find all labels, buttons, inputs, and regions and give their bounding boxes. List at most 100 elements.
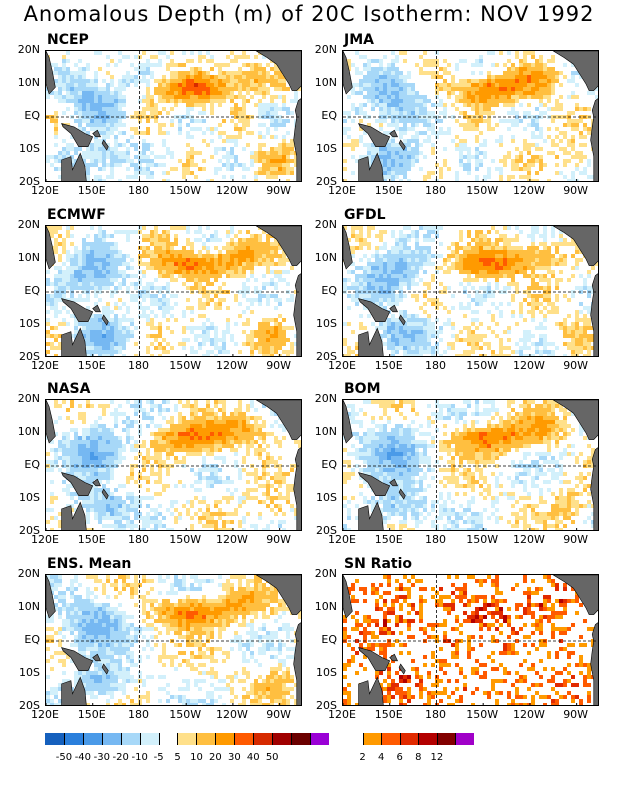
field-cell bbox=[391, 262, 395, 266]
field-cell bbox=[387, 346, 391, 350]
field-cell bbox=[102, 147, 106, 151]
field-cell bbox=[178, 71, 182, 75]
field-cell bbox=[218, 103, 222, 107]
field-cell bbox=[258, 143, 262, 147]
field-cell bbox=[250, 416, 254, 420]
field-cell bbox=[86, 294, 90, 298]
field-cell bbox=[419, 326, 423, 330]
field-cell bbox=[58, 334, 62, 338]
field-cell bbox=[166, 246, 170, 250]
field-cell bbox=[467, 87, 471, 91]
field-cell bbox=[555, 242, 559, 246]
field-cell bbox=[134, 274, 138, 278]
field-cell bbox=[218, 408, 222, 412]
field-cell bbox=[431, 123, 435, 127]
field-cell bbox=[371, 262, 375, 266]
field-cell bbox=[539, 103, 543, 107]
field-cell bbox=[531, 302, 535, 306]
field-cell bbox=[387, 258, 391, 262]
field-cell bbox=[471, 334, 475, 338]
field-cell bbox=[82, 322, 86, 326]
field-cell bbox=[435, 350, 439, 354]
field-cell bbox=[58, 254, 62, 258]
field-cell bbox=[234, 250, 238, 254]
field-cell bbox=[455, 354, 459, 356]
field-cell bbox=[559, 238, 563, 242]
field-cell bbox=[475, 111, 479, 115]
field-cell bbox=[463, 123, 467, 127]
field-cell bbox=[375, 274, 379, 278]
field-cell bbox=[399, 135, 403, 139]
field-cell bbox=[138, 306, 142, 310]
field-cell bbox=[415, 270, 419, 274]
field-cell bbox=[258, 322, 262, 326]
field-cell bbox=[262, 151, 266, 155]
field-cell bbox=[387, 322, 391, 326]
field-cell bbox=[58, 416, 62, 420]
field-cell bbox=[391, 79, 395, 83]
field-cell bbox=[78, 322, 82, 326]
field-cell bbox=[250, 250, 254, 254]
field-cell bbox=[423, 175, 427, 179]
field-cell bbox=[507, 270, 511, 274]
field-cell bbox=[114, 147, 118, 151]
field-cell bbox=[90, 350, 94, 354]
field-cell bbox=[507, 67, 511, 71]
field-cell bbox=[491, 83, 495, 87]
field-cell bbox=[202, 159, 206, 163]
field-cell bbox=[395, 294, 399, 298]
field-cell bbox=[571, 294, 575, 298]
field-cell bbox=[391, 51, 395, 55]
field-cell bbox=[234, 342, 238, 346]
field-cell bbox=[110, 330, 114, 334]
field-cell bbox=[162, 155, 166, 159]
field-cell bbox=[90, 246, 94, 250]
field-cell bbox=[447, 346, 451, 350]
field-cell bbox=[242, 258, 246, 262]
field-cell bbox=[411, 326, 415, 330]
field-cell bbox=[455, 99, 459, 103]
field-cell bbox=[419, 278, 423, 282]
field-cell bbox=[234, 266, 238, 270]
field-cell bbox=[78, 107, 82, 111]
field-cell bbox=[579, 151, 583, 155]
field-cell bbox=[391, 318, 395, 322]
field-cell bbox=[94, 334, 98, 338]
field-cell bbox=[242, 79, 246, 83]
field-cell bbox=[407, 338, 411, 342]
field-cell bbox=[202, 416, 206, 420]
x-tick-label: 150W bbox=[169, 359, 202, 372]
field-cell bbox=[435, 87, 439, 91]
field-cell bbox=[411, 294, 415, 298]
field-cell bbox=[543, 318, 547, 322]
field-cell bbox=[447, 254, 451, 258]
field-cell bbox=[391, 103, 395, 107]
field-cell bbox=[459, 258, 463, 262]
field-cell bbox=[126, 79, 130, 83]
field-cell bbox=[202, 258, 206, 262]
field-cell bbox=[102, 270, 106, 274]
y-tick-label: 10N bbox=[314, 76, 337, 89]
field-cell bbox=[387, 286, 391, 290]
field-cell bbox=[367, 230, 371, 234]
field-cell bbox=[238, 91, 242, 95]
field-cell bbox=[563, 163, 567, 167]
field-cell bbox=[371, 322, 375, 326]
field-cell bbox=[447, 131, 451, 135]
field-cell bbox=[407, 266, 411, 270]
field-cell bbox=[226, 306, 230, 310]
field-cell bbox=[282, 139, 286, 143]
field-cell bbox=[507, 75, 511, 79]
field-cell bbox=[74, 258, 78, 262]
field-cell bbox=[294, 334, 298, 338]
field-cell bbox=[266, 151, 270, 155]
field-cell bbox=[74, 71, 78, 75]
field-cell bbox=[114, 111, 118, 115]
field-cell bbox=[495, 246, 499, 250]
field-cell bbox=[66, 67, 70, 71]
field-cell bbox=[110, 147, 114, 151]
field-cell bbox=[403, 322, 407, 326]
x-tick-label: 150W bbox=[466, 359, 499, 372]
field-cell bbox=[130, 79, 134, 83]
field-cell bbox=[491, 314, 495, 318]
